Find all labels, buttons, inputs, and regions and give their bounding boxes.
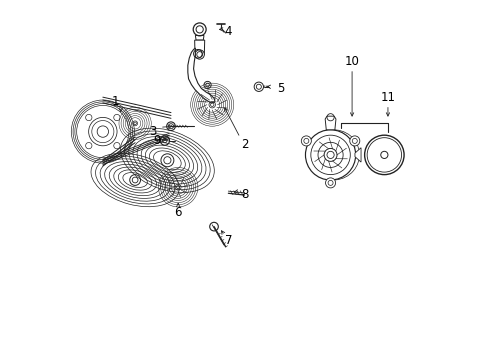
Polygon shape <box>195 36 203 40</box>
Circle shape <box>349 136 359 146</box>
Text: 7: 7 <box>224 234 232 247</box>
Circle shape <box>195 50 204 59</box>
Text: 6: 6 <box>174 206 182 219</box>
Circle shape <box>305 130 355 180</box>
Text: 9: 9 <box>153 134 160 147</box>
Text: 1: 1 <box>111 95 119 108</box>
Polygon shape <box>187 48 215 103</box>
Text: 8: 8 <box>240 188 248 201</box>
Polygon shape <box>194 40 204 54</box>
Text: 11: 11 <box>380 91 395 104</box>
Polygon shape <box>325 116 335 130</box>
Circle shape <box>325 178 335 188</box>
Polygon shape <box>354 148 360 162</box>
Circle shape <box>301 136 311 146</box>
Text: 3: 3 <box>149 125 157 138</box>
Text: 10: 10 <box>344 55 359 68</box>
Text: 2: 2 <box>240 138 248 150</box>
Text: 5: 5 <box>276 82 284 95</box>
Text: 4: 4 <box>224 25 232 38</box>
